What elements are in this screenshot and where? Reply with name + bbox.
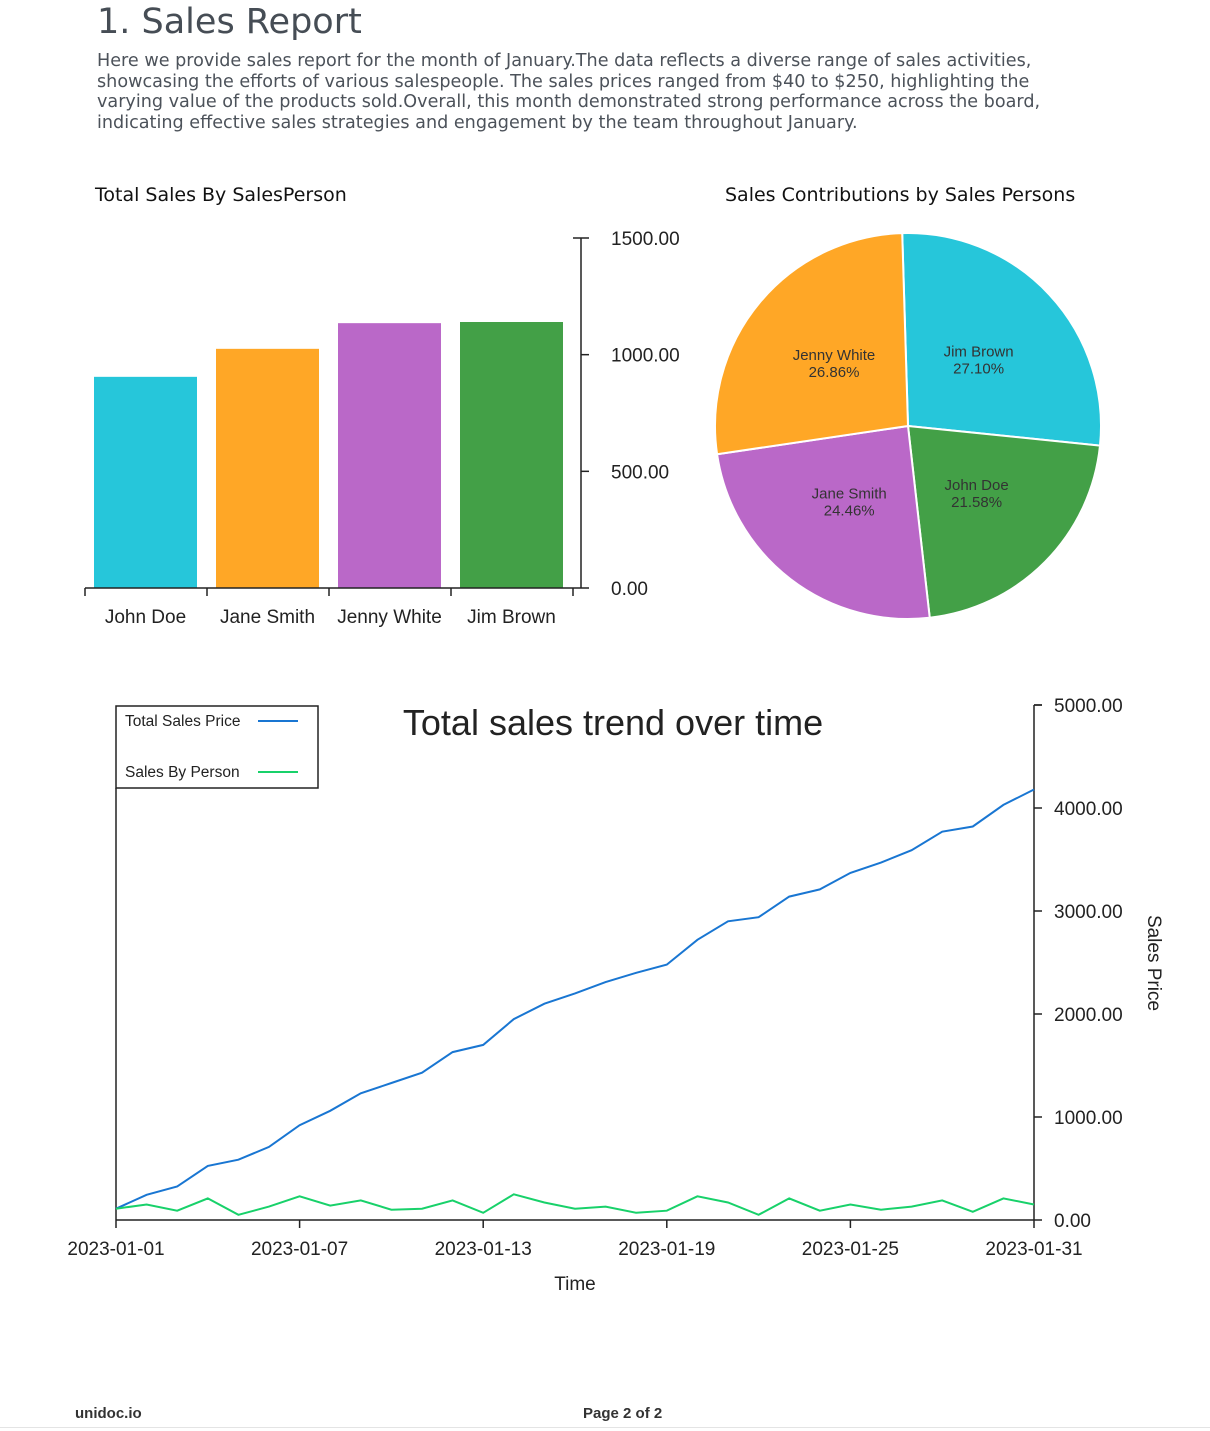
bar-y-tick-label: 500.00 [611,462,669,483]
bar-jim-brown [460,322,563,588]
pie-slice-percent: 27.10% [953,360,1004,377]
pie-slice-percent: 26.86% [809,364,860,381]
line-y-tick-label: 4000.00 [1054,799,1123,820]
footer-brand: unidoc.io [75,1405,142,1422]
line-y-tick-label: 5000.00 [1054,696,1123,717]
line-y-tick-label: 0.00 [1054,1211,1091,1232]
line-y-axis-label: Sales Price [1143,915,1164,1011]
line-chart-title: Total sales trend over time [403,702,823,743]
pie-slice-john-doe [906,424,1102,619]
line-x-tick-label: 2023-01-25 [802,1239,899,1260]
line-legend-label: Total Sales Price [125,713,240,730]
bar-y-tick-label: 1000.00 [611,346,680,367]
pie-slice-percent: 21.58% [951,494,1002,511]
pie-slice-label: Jenny White [793,347,876,364]
line-legend-label: Sales By Person [125,764,240,781]
bar-x-tick-label: Jenny White [337,607,442,628]
line-legend-box [115,705,319,789]
pie-slice-jane-smith [715,424,931,620]
pie-slice-jim-brown [901,232,1102,447]
line-y-tick-label: 3000.00 [1054,902,1123,923]
pie-slice-label: Jane Smith [812,486,887,503]
pie-slice-label: Jim Brown [944,343,1014,360]
line-x-tick-label: 2023-01-31 [985,1239,1082,1260]
line-series-sales-by-person [115,1193,1035,1216]
bar-x-tick-label: John Doe [105,607,186,628]
pie-slice-percent: 24.46% [824,503,875,520]
line-y-tick-label: 2000.00 [1054,1005,1123,1026]
footer-page-number: Page 2 of 2 [583,1405,663,1422]
report-heading: 1. Sales Report [97,2,362,42]
line-series-total-sales-price [115,788,1035,1210]
pie-slice-jenny-white [714,232,910,456]
bar-jenny-white [338,323,441,588]
line-x-axis-label: Time [554,1274,596,1295]
line-x-tick-label: 2023-01-19 [618,1239,715,1260]
bar-john-doe [94,376,197,588]
pie-chart-title: Sales Contributions by Sales Persons [725,184,1076,206]
line-y-tick-label: 1000.00 [1054,1108,1123,1129]
bar-x-tick-label: Jane Smith [220,607,315,628]
bar-y-tick-label: 1500.00 [611,229,680,250]
bar-x-tick-label: Jim Brown [467,607,556,628]
bar-chart-title: Total Sales By SalesPerson [95,184,347,206]
line-x-tick-label: 2023-01-01 [67,1239,164,1260]
line-x-tick-label: 2023-01-07 [251,1239,348,1260]
bar-y-tick-label: 0.00 [611,579,648,600]
footer-divider [0,1427,1210,1428]
bar-jane-smith [216,348,319,588]
pie-slice-label: John Doe [944,477,1008,494]
line-x-tick-label: 2023-01-13 [435,1239,532,1260]
report-intro: Here we provide sales report for the mon… [97,51,1041,133]
